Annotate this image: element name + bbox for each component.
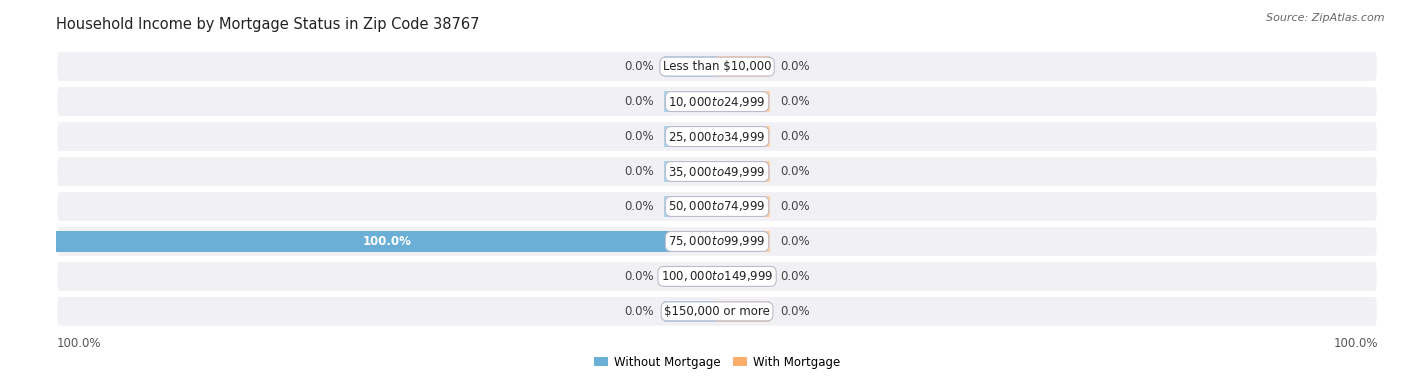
Text: $100,000 to $149,999: $100,000 to $149,999 [661, 270, 773, 284]
Bar [664, 266, 717, 287]
FancyBboxPatch shape [56, 121, 1378, 152]
Text: $10,000 to $24,999: $10,000 to $24,999 [668, 94, 766, 108]
Text: Less than $10,000: Less than $10,000 [662, 60, 772, 73]
Text: 100.0%: 100.0% [1333, 336, 1378, 350]
Text: 0.0%: 0.0% [624, 60, 654, 73]
FancyBboxPatch shape [56, 86, 1378, 117]
Text: $75,000 to $99,999: $75,000 to $99,999 [668, 234, 766, 248]
Text: 0.0%: 0.0% [624, 130, 654, 143]
Bar [664, 196, 717, 217]
FancyBboxPatch shape [56, 51, 1378, 82]
Bar [717, 91, 770, 112]
Text: 100.0%: 100.0% [56, 336, 101, 350]
Text: $35,000 to $49,999: $35,000 to $49,999 [668, 164, 766, 178]
Text: 0.0%: 0.0% [624, 305, 654, 318]
Text: $150,000 or more: $150,000 or more [664, 305, 770, 318]
Text: 0.0%: 0.0% [780, 200, 810, 213]
Bar [717, 126, 770, 147]
Text: $25,000 to $34,999: $25,000 to $34,999 [668, 130, 766, 144]
Bar [717, 56, 770, 77]
Text: 0.0%: 0.0% [624, 165, 654, 178]
Text: 0.0%: 0.0% [624, 200, 654, 213]
Text: 0.0%: 0.0% [780, 235, 810, 248]
FancyBboxPatch shape [56, 226, 1378, 257]
Text: 0.0%: 0.0% [624, 270, 654, 283]
Text: 0.0%: 0.0% [780, 165, 810, 178]
Text: 0.0%: 0.0% [780, 305, 810, 318]
Text: 0.0%: 0.0% [624, 95, 654, 108]
Bar [717, 161, 770, 182]
Bar [664, 91, 717, 112]
Text: Household Income by Mortgage Status in Zip Code 38767: Household Income by Mortgage Status in Z… [56, 17, 479, 33]
Bar [664, 301, 717, 322]
Bar [56, 231, 717, 252]
Text: 100.0%: 100.0% [363, 235, 411, 248]
Text: 0.0%: 0.0% [780, 270, 810, 283]
Bar [717, 301, 770, 322]
Text: 0.0%: 0.0% [780, 95, 810, 108]
Bar [664, 161, 717, 182]
FancyBboxPatch shape [56, 156, 1378, 187]
Text: Source: ZipAtlas.com: Source: ZipAtlas.com [1267, 13, 1385, 23]
FancyBboxPatch shape [56, 191, 1378, 222]
Bar [717, 231, 770, 252]
Bar [717, 266, 770, 287]
Bar [664, 126, 717, 147]
Bar [717, 196, 770, 217]
Text: $50,000 to $74,999: $50,000 to $74,999 [668, 200, 766, 214]
Text: 0.0%: 0.0% [780, 60, 810, 73]
FancyBboxPatch shape [56, 261, 1378, 292]
FancyBboxPatch shape [56, 296, 1378, 327]
Legend: Without Mortgage, With Mortgage: Without Mortgage, With Mortgage [589, 351, 845, 373]
Bar [664, 56, 717, 77]
Text: 0.0%: 0.0% [780, 130, 810, 143]
